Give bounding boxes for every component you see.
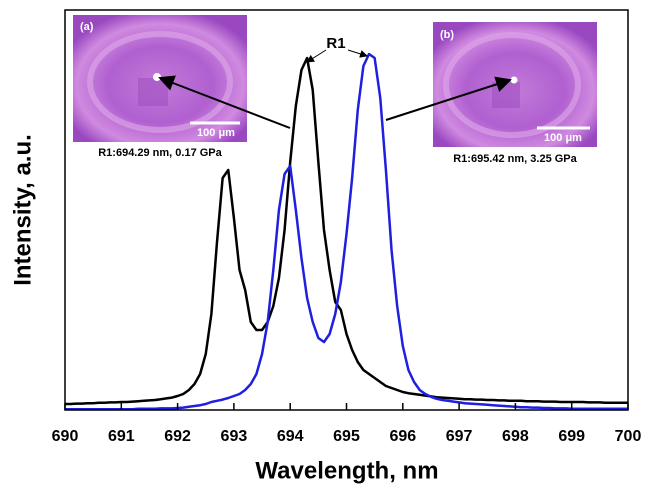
x-tick-label: 690: [52, 428, 79, 445]
arrow: [306, 49, 327, 63]
inset-caption: R1:694.29 nm, 0.17 GPa: [98, 147, 222, 159]
inset-spot: [153, 73, 161, 81]
arrow: [347, 49, 368, 58]
x-tick-label: 696: [389, 428, 416, 445]
x-tick-label: 699: [558, 428, 585, 445]
scale-label: 100 μm: [544, 132, 582, 144]
x-tick-label: 698: [502, 428, 529, 445]
inset-spot: [510, 76, 518, 84]
x-tick-label: 691: [108, 428, 135, 445]
series-line: [65, 56, 628, 406]
inset-square: [492, 82, 520, 108]
series-line: [65, 52, 628, 411]
annotation: R1: [326, 35, 345, 52]
x-tick-label: 692: [164, 428, 191, 445]
inset-ring: [87, 31, 233, 133]
x-tick-label: 697: [446, 428, 473, 445]
inset-ring: [443, 32, 581, 138]
y-axis-label: Intensity, a.u.: [9, 134, 36, 286]
arrow: [158, 75, 291, 129]
plot-area: [65, 52, 628, 411]
arrow: [385, 76, 512, 121]
inset-label: (a): [80, 21, 94, 33]
inset-square: [138, 78, 168, 106]
inset-a: (a) 100 μm R1:694.29 nm, 0.17 GPa: [73, 15, 247, 159]
x-tick-label: 700: [615, 428, 642, 445]
x-axis-label: Wavelength, nm: [255, 457, 438, 484]
x-tick-label: 693: [221, 428, 248, 445]
inset-caption: R1:695.42 nm, 3.25 GPa: [453, 153, 577, 165]
x-tick-label: 694: [277, 428, 304, 445]
x-tick-label: 695: [333, 428, 360, 445]
inset-label: (b): [440, 29, 454, 41]
inset-b: (b) 100 μm R1:695.42 nm, 3.25 GPa: [433, 22, 597, 165]
scale-label: 100 μm: [197, 127, 235, 139]
